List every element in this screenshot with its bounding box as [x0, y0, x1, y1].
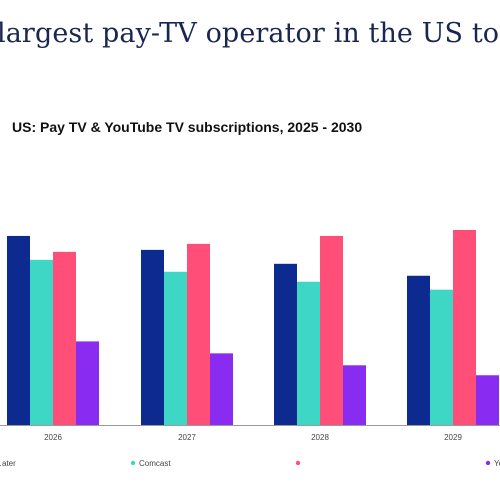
x-tick-label: 2027 — [178, 433, 196, 442]
bar-2026-series-4 — [76, 341, 99, 425]
bar-2027-series-3 — [187, 243, 210, 425]
x-tick-label: 2029 — [444, 433, 462, 442]
bar-2028-series-2 — [297, 281, 320, 425]
bar-2027-series-2 — [164, 271, 187, 425]
legend-swatch — [485, 460, 491, 466]
bar-2027-series-1 — [141, 249, 164, 425]
headline: largest pay-TV operator in the US to — [0, 18, 500, 49]
x-tick-label: 2028 — [311, 433, 329, 442]
x-tick-labels: 2026 2027 2028 2029 — [44, 433, 462, 442]
legend-swatch — [130, 460, 136, 466]
bar-2029-series-1 — [407, 275, 430, 425]
bar-2026-series-3 — [53, 251, 76, 425]
bar-2027-series-4 — [210, 353, 233, 425]
chart-title: US: Pay TV & YouTube TV subscriptions, 2… — [12, 119, 363, 135]
legend-label: Comcast — [139, 459, 171, 468]
bar-2028-series-1 — [274, 263, 297, 425]
bar-2026-series-1 — [7, 235, 30, 425]
bar-2026-series-2 — [30, 259, 53, 425]
bar-2029-series-2 — [430, 289, 453, 425]
bar-2029-series-3 — [453, 229, 476, 425]
legend-swatch — [295, 460, 301, 466]
x-tick-label: 2026 — [44, 433, 62, 442]
bar-2029-series-4 — [476, 375, 499, 425]
bars-group — [7, 229, 499, 425]
legend: …ater Comcast YouTube TV — [0, 459, 500, 468]
legend-label: YouTube TV — [494, 459, 500, 468]
legend-label: …ater — [0, 459, 16, 468]
bar-2028-series-3 — [320, 235, 343, 425]
bar-2028-series-4 — [343, 365, 366, 425]
